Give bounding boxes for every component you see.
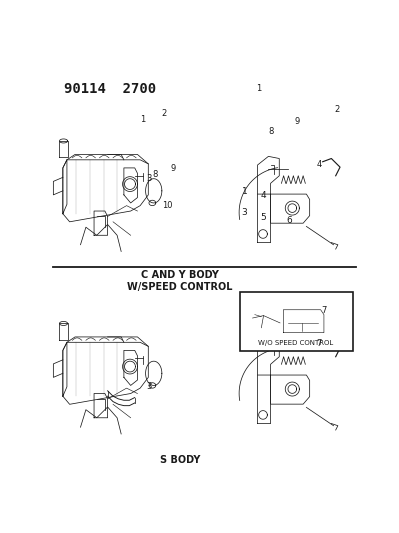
Text: 10: 10 — [162, 201, 173, 210]
Text: S BODY: S BODY — [160, 455, 200, 465]
Text: 6: 6 — [286, 216, 292, 225]
Text: 3: 3 — [241, 208, 247, 217]
Text: 90114  2700: 90114 2700 — [64, 82, 156, 95]
Text: 8: 8 — [268, 127, 274, 136]
Text: 3: 3 — [146, 174, 152, 183]
Text: 5: 5 — [261, 213, 266, 222]
Text: 1: 1 — [242, 187, 247, 196]
Text: 1: 1 — [140, 115, 145, 124]
Text: 2: 2 — [335, 104, 340, 114]
Text: 1: 1 — [256, 84, 261, 93]
Text: 8: 8 — [152, 170, 158, 179]
Text: 7: 7 — [321, 306, 326, 314]
Text: 4: 4 — [261, 191, 266, 200]
Text: W/O SPEED CONTROL: W/O SPEED CONTROL — [258, 341, 333, 346]
Text: 9: 9 — [171, 164, 176, 173]
Text: 4: 4 — [316, 160, 322, 169]
Bar — [240, 292, 353, 351]
Text: C AND Y BODY
W/SPEED CONTROL: C AND Y BODY W/SPEED CONTROL — [127, 270, 233, 292]
Text: 2: 2 — [162, 109, 167, 118]
Text: 7: 7 — [316, 338, 322, 348]
Text: 3: 3 — [146, 382, 152, 391]
Text: 9: 9 — [294, 117, 300, 126]
